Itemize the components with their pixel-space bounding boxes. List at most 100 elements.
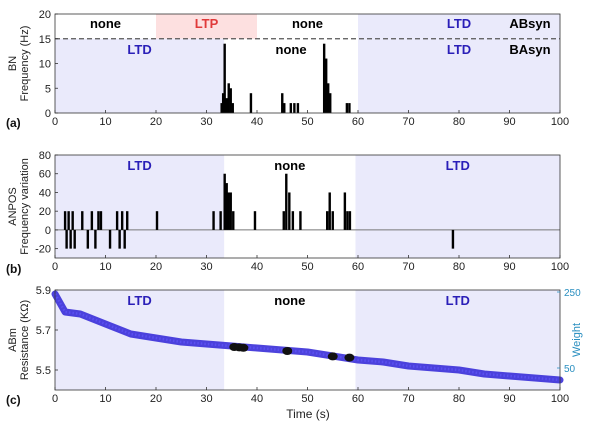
region-label-bottom-none: none xyxy=(276,42,307,57)
bar xyxy=(219,211,222,230)
region-label-ltd: LTD xyxy=(446,158,470,173)
bar xyxy=(229,192,232,230)
bar xyxy=(65,229,68,249)
bar xyxy=(293,103,296,113)
a-x-tick-label: 50 xyxy=(301,116,313,128)
basyn-label: BAsyn xyxy=(509,42,550,57)
c-y-label-line2: Resistance (KΩ) xyxy=(19,300,31,380)
panel-letter: (a) xyxy=(6,116,21,130)
b-x-tick-label: 40 xyxy=(251,261,263,273)
b-x-tick-label: 50 xyxy=(301,261,313,273)
region-top-ltd xyxy=(358,14,560,39)
panel-letter: (c) xyxy=(6,393,21,407)
bar xyxy=(212,211,215,230)
bar xyxy=(296,103,300,113)
dense-marker xyxy=(327,352,338,361)
a-x-tick-label: 10 xyxy=(99,116,111,128)
bar xyxy=(289,103,293,113)
bar xyxy=(108,229,112,249)
bar xyxy=(223,43,226,114)
a-x-tick-label: 0 xyxy=(52,116,58,128)
a-y-tick-label: 5 xyxy=(45,83,51,95)
bar xyxy=(120,211,124,230)
region-label-ltd: LTD xyxy=(127,158,151,173)
bar xyxy=(331,211,334,230)
c-x-tick-label: 100 xyxy=(551,393,569,405)
bar xyxy=(90,211,94,230)
a-y-label-line2: Frequency (Hz) xyxy=(19,26,31,102)
c-x-tick-label: 30 xyxy=(200,393,212,405)
region-ltd xyxy=(55,155,225,258)
a-y-tick-label: 0 xyxy=(45,108,51,120)
c-y2-tick-label: 50 xyxy=(564,364,576,375)
region-label-bottom-ltd: LTD xyxy=(447,42,471,57)
b-y-tick-label: -20 xyxy=(35,244,51,256)
bar xyxy=(220,103,223,113)
b-y-tick-label: 0 xyxy=(45,225,51,237)
bar xyxy=(223,173,226,230)
region-label-none: none xyxy=(274,293,305,308)
bar xyxy=(99,211,103,230)
bar xyxy=(94,229,97,249)
b-x-tick-label: 0 xyxy=(52,261,58,273)
bar xyxy=(227,83,230,113)
bar xyxy=(232,211,235,230)
bar xyxy=(231,103,234,113)
c-x-tick-label: 20 xyxy=(150,393,162,405)
c-x-tick-label: 10 xyxy=(99,393,111,405)
bar xyxy=(322,43,326,114)
b-y-tick-label: 80 xyxy=(39,150,51,162)
region-label-top-ltd: LTD xyxy=(447,16,471,31)
bar xyxy=(283,103,286,113)
bar xyxy=(291,211,295,230)
c-y-label-line1: ABm xyxy=(7,328,19,352)
bar xyxy=(328,192,331,230)
bar xyxy=(73,229,76,249)
dense-marker xyxy=(344,353,355,362)
bar xyxy=(63,211,67,230)
b-y-tick-label: 20 xyxy=(39,206,51,218)
c-x-tick-label: 80 xyxy=(453,393,465,405)
b-y-tick-label: 60 xyxy=(39,169,51,181)
a-x-tick-label: 100 xyxy=(551,116,569,128)
a-x-tick-label: 20 xyxy=(150,116,162,128)
c-x-tick-label: 50 xyxy=(301,393,313,405)
b-y-label-line1: ANPOS xyxy=(7,187,19,226)
c-x-tick-label: 40 xyxy=(251,393,263,405)
bar xyxy=(345,103,349,113)
b-y-tick-label: 40 xyxy=(39,187,51,199)
c-x-tick-label: 90 xyxy=(503,393,515,405)
a-x-tick-label: 40 xyxy=(251,116,263,128)
a-x-tick-label: 30 xyxy=(200,116,212,128)
b-x-tick-label: 70 xyxy=(402,261,414,273)
b-x-tick-label: 30 xyxy=(200,261,212,273)
bar xyxy=(155,211,159,230)
c-y2-label: Weight xyxy=(571,323,583,357)
b-x-tick-label: 60 xyxy=(352,261,364,273)
region-label-ltd: LTD xyxy=(446,293,470,308)
region-label-top-none: none xyxy=(292,16,323,31)
b-x-tick-label: 20 xyxy=(150,261,162,273)
a-y-tick-label: 15 xyxy=(39,34,51,46)
b-y-label-line2: Frequency variation xyxy=(19,158,31,255)
panel-a: none LTP none LTD LTD none LTD ABsyn BAsyn 0 10 20 3… xyxy=(6,9,569,130)
absyn-label: ABsyn xyxy=(509,16,550,31)
b-x-tick-label: 10 xyxy=(99,261,111,273)
a-x-tick-label: 60 xyxy=(352,116,364,128)
bar xyxy=(327,83,330,113)
bar xyxy=(281,93,284,113)
bar xyxy=(288,192,291,230)
dense-marker xyxy=(282,347,293,355)
bar xyxy=(227,192,230,230)
bar xyxy=(346,211,349,230)
bar xyxy=(451,229,455,249)
a-x-tick-label: 70 xyxy=(402,116,414,128)
region-label-top-none: none xyxy=(90,16,121,31)
bar xyxy=(249,93,253,113)
resistance-trace xyxy=(51,290,564,384)
bar xyxy=(343,192,347,230)
bar xyxy=(324,58,328,113)
bar xyxy=(225,98,228,113)
